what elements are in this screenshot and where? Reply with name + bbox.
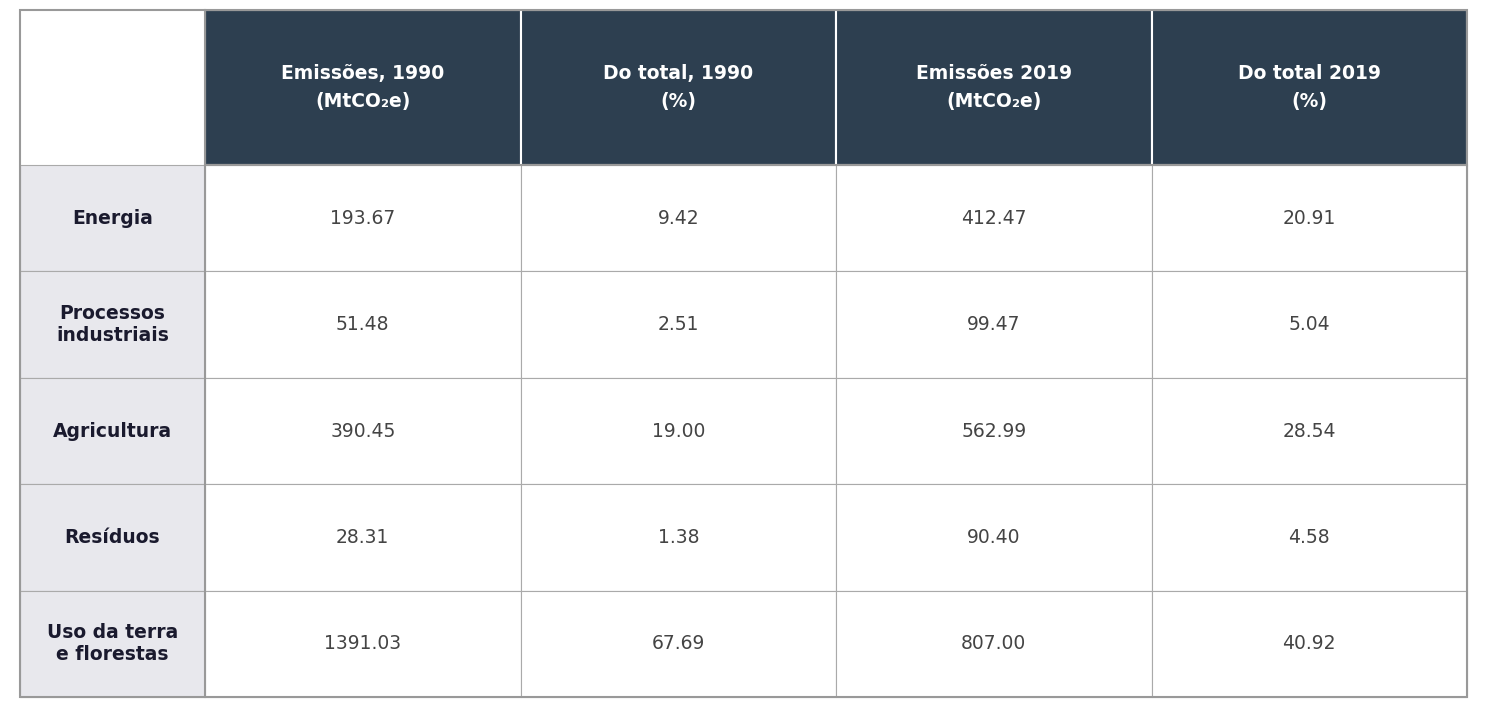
Text: Agricultura: Agricultura [54, 421, 172, 440]
Bar [1151, 590, 1468, 697]
Bar [836, 378, 1151, 484]
Bar [19, 271, 205, 378]
Text: 51.48: 51.48 [336, 315, 390, 334]
Bar [1151, 10, 1468, 165]
Bar [19, 165, 205, 271]
Text: 193.67: 193.67 [330, 209, 396, 228]
Bar [836, 165, 1151, 271]
Bar [205, 10, 520, 165]
Text: 1391.03: 1391.03 [324, 634, 401, 653]
Bar [205, 378, 520, 484]
Bar [1151, 165, 1468, 271]
Bar [19, 590, 205, 697]
Bar [836, 271, 1151, 378]
Text: 40.92: 40.92 [1282, 634, 1335, 653]
Bar [836, 484, 1151, 590]
Bar [205, 484, 520, 590]
Text: 20.91: 20.91 [1283, 209, 1335, 228]
Bar [520, 484, 836, 590]
Bar [19, 378, 205, 484]
Text: 19.00: 19.00 [651, 421, 705, 440]
Text: Emissões 2019: Emissões 2019 [916, 64, 1072, 83]
Bar [520, 378, 836, 484]
Text: Energia: Energia [71, 209, 153, 228]
Text: 807.00: 807.00 [961, 634, 1026, 653]
Text: Processos
industriais: Processos industriais [57, 304, 170, 345]
Text: 4.58: 4.58 [1288, 528, 1329, 547]
Bar [1151, 484, 1468, 590]
Bar [205, 590, 520, 697]
Text: 390.45: 390.45 [330, 421, 396, 440]
Text: 5.04: 5.04 [1288, 315, 1329, 334]
Text: 1.38: 1.38 [657, 528, 699, 547]
Bar [520, 590, 836, 697]
Bar [836, 10, 1151, 165]
Text: (%): (%) [1291, 92, 1328, 111]
Text: 2.51: 2.51 [657, 315, 699, 334]
Text: 99.47: 99.47 [967, 315, 1020, 334]
Text: 67.69: 67.69 [651, 634, 705, 653]
Text: 90.40: 90.40 [967, 528, 1020, 547]
Text: Emissões, 1990: Emissões, 1990 [281, 64, 445, 83]
Text: 28.31: 28.31 [336, 528, 390, 547]
Bar [520, 165, 836, 271]
Bar [205, 271, 520, 378]
Text: Do total 2019: Do total 2019 [1237, 64, 1381, 83]
Text: (%): (%) [660, 92, 696, 111]
Text: Do total, 1990: Do total, 1990 [604, 64, 754, 83]
Text: Resíduos: Resíduos [65, 528, 161, 547]
Bar [836, 590, 1151, 697]
Text: Uso da terra
e florestas: Uso da terra e florestas [48, 624, 178, 665]
Bar [205, 165, 520, 271]
Bar [1151, 271, 1468, 378]
Text: 412.47: 412.47 [961, 209, 1026, 228]
Text: (MtCO₂e): (MtCO₂e) [946, 92, 1041, 111]
Text: 562.99: 562.99 [961, 421, 1026, 440]
Bar [19, 10, 205, 165]
Text: 9.42: 9.42 [657, 209, 699, 228]
Text: (MtCO₂e): (MtCO₂e) [315, 92, 410, 111]
Bar [19, 484, 205, 590]
Bar [1151, 378, 1468, 484]
Text: 28.54: 28.54 [1282, 421, 1335, 440]
Bar [520, 10, 836, 165]
Bar [520, 271, 836, 378]
